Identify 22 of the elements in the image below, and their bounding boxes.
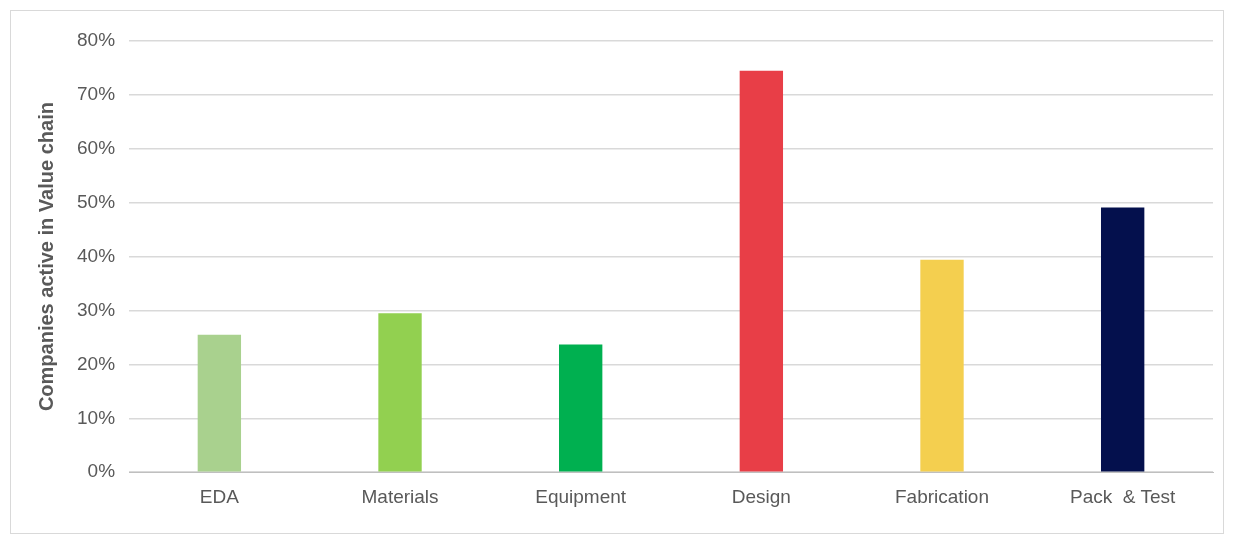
y-tick-label: 10%: [77, 406, 116, 428]
x-tick-label: EDA: [199, 485, 240, 507]
bar: [920, 259, 964, 472]
y-tick-label: 40%: [77, 244, 116, 266]
bar: [739, 70, 784, 472]
y-tick-label: 30%: [77, 298, 116, 320]
x-tick-label: Design: [731, 485, 791, 507]
x-tick-label: Pack & Test: [1070, 485, 1177, 507]
bar: [197, 334, 242, 472]
y-tick-label: 60%: [77, 137, 116, 159]
x-tick-label: Fabrication: [895, 485, 990, 507]
bar: [1100, 207, 1145, 472]
bar: [378, 313, 422, 472]
x-tick-label: Equipment: [535, 485, 627, 507]
y-tick-label: 80%: [77, 29, 116, 51]
y-axis-title: Companies active in Value chain: [34, 102, 57, 412]
y-tick-label: 50%: [77, 190, 116, 212]
y-tick-label: 0%: [87, 460, 116, 482]
y-tick-label: 20%: [77, 352, 116, 374]
x-tick-label: Materials: [361, 485, 439, 507]
bar: [559, 344, 603, 472]
y-tick-label: 70%: [77, 83, 116, 105]
